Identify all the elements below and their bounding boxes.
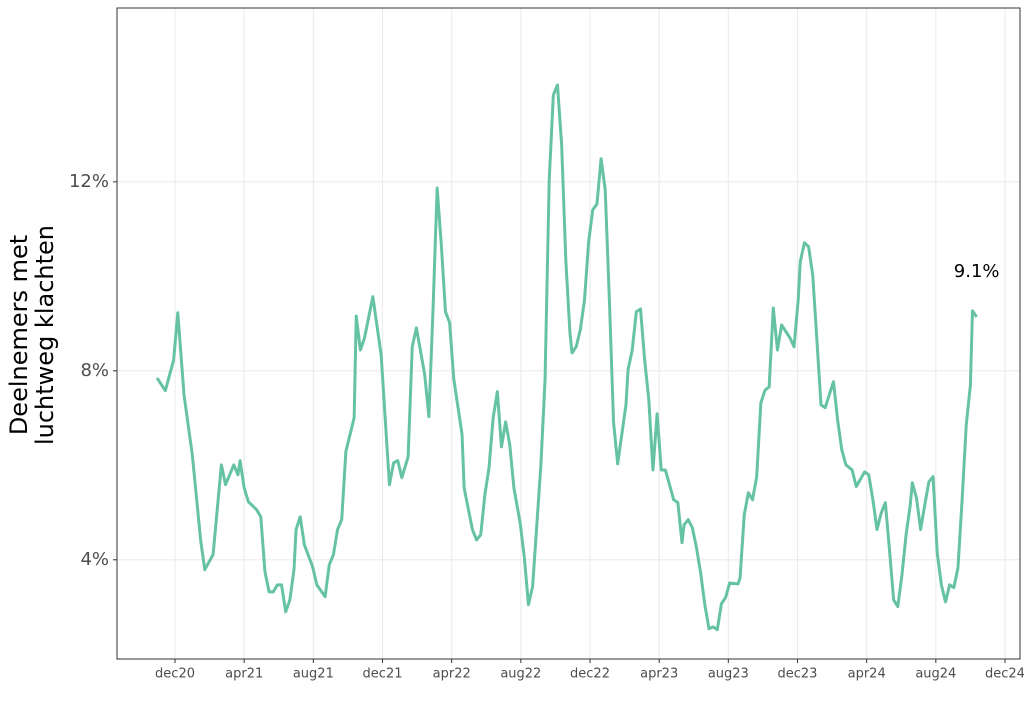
x-tick-label: aug24 bbox=[915, 667, 956, 682]
x-tick-label: aug22 bbox=[500, 667, 541, 682]
x-tick-label: apr22 bbox=[433, 667, 471, 682]
x-tick-label: dec21 bbox=[363, 667, 403, 682]
x-tick-label: dec20 bbox=[155, 667, 195, 682]
plot-border bbox=[116, 7, 1021, 660]
line bbox=[155, 83, 978, 632]
y-tick-label: 4% bbox=[80, 549, 109, 570]
y-tick-label: 8% bbox=[80, 360, 109, 381]
grid bbox=[117, 8, 1020, 659]
x-tick-label: apr24 bbox=[848, 667, 886, 682]
x-tick-label: dec23 bbox=[778, 667, 818, 682]
marks bbox=[155, 83, 978, 632]
x-tick-label: dec24 bbox=[985, 667, 1024, 682]
x-tick-label: apr23 bbox=[640, 667, 678, 682]
x-tick-label: dec22 bbox=[570, 667, 610, 682]
y-axis-label: luchtweg klachten bbox=[31, 225, 59, 445]
y-tick-label: 12% bbox=[69, 171, 109, 192]
x-tick-label: aug23 bbox=[708, 667, 749, 682]
annotation: 9.1% bbox=[954, 261, 1000, 282]
labels: Deelnemers met luchtweg klachten 4% 8% 12%… bbox=[5, 171, 1024, 682]
x-tick-label: aug21 bbox=[293, 667, 334, 682]
x-tick-label: apr21 bbox=[225, 667, 263, 682]
y-axis-label: Deelnemers met bbox=[5, 235, 33, 435]
